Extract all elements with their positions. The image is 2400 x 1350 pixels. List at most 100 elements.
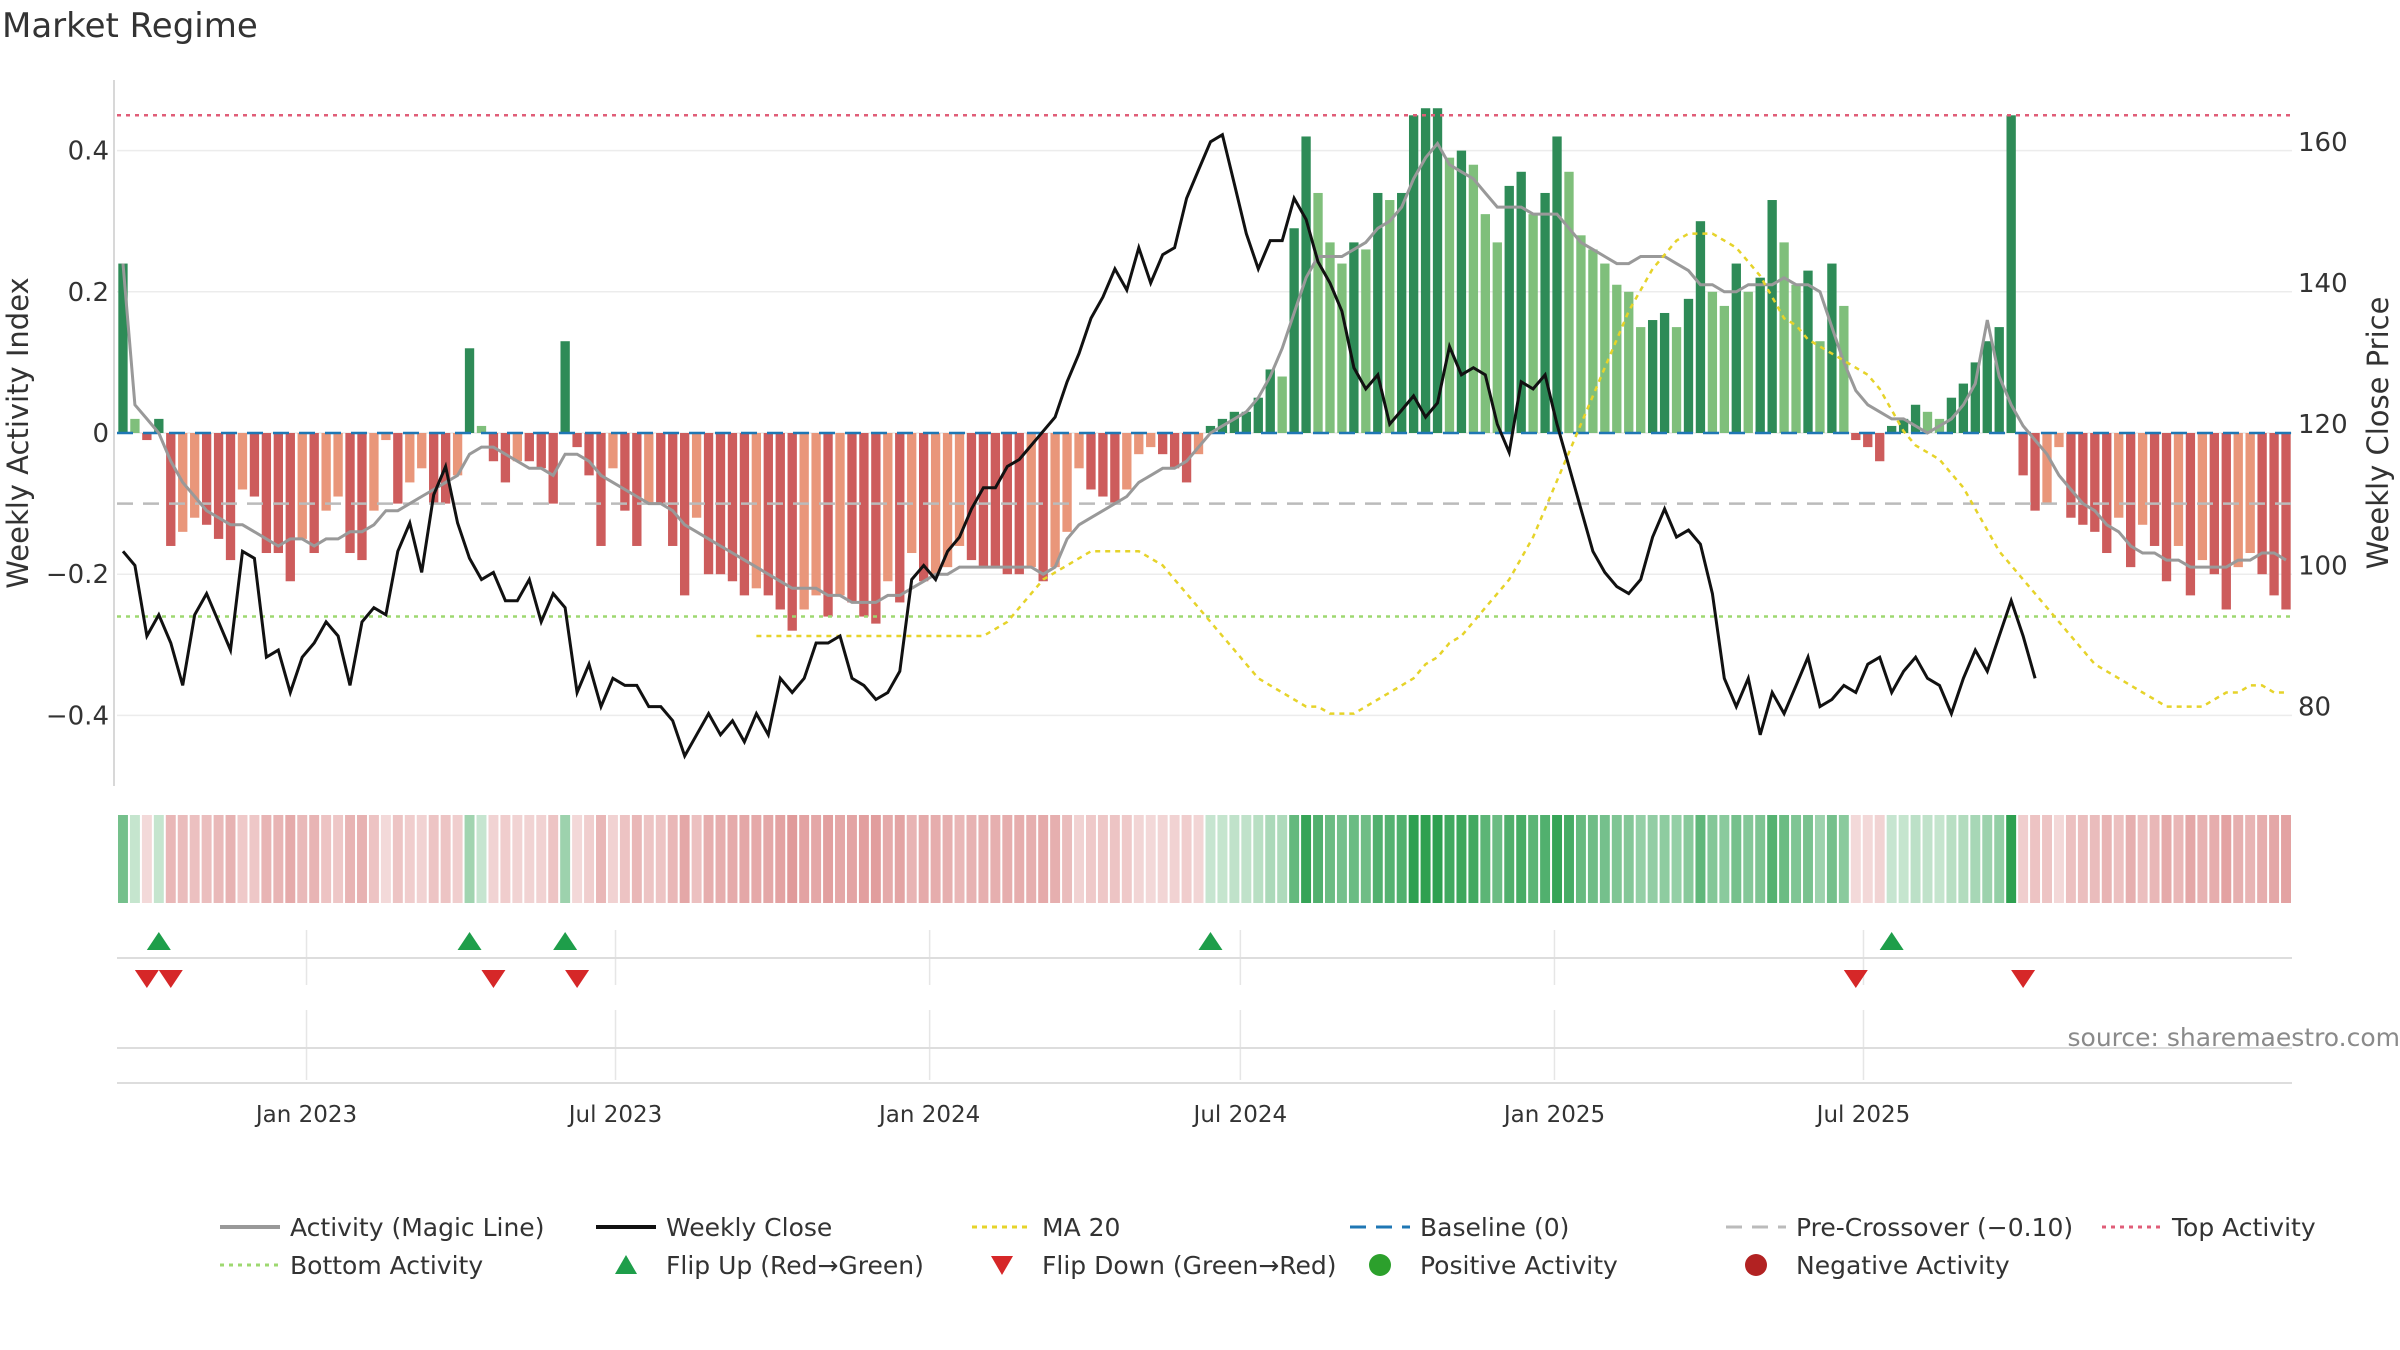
activity-bar (1791, 284, 1801, 433)
activity-bar (1540, 192, 1550, 433)
y-tick-label: 0.2 (68, 278, 109, 308)
regime-strip-cell (1814, 815, 1825, 903)
regime-strip-cell (1109, 815, 1120, 903)
regime-strip-cell (1611, 815, 1622, 903)
legend-item-pos: Positive Activity (1348, 1250, 1618, 1280)
regime-strip-cell (1755, 815, 1766, 903)
activity-bar (1361, 249, 1371, 433)
regime-strip-cell (273, 815, 284, 903)
activity-bar (2090, 433, 2100, 532)
regime-strip-cell (1623, 815, 1634, 903)
regime-strip-cell (2137, 815, 2148, 903)
regime-strip-cell (1348, 815, 1359, 903)
activity-bar (1158, 433, 1168, 455)
regime-strip-cell (261, 815, 272, 903)
activity-bar (2137, 433, 2148, 525)
regime-strip-cell (1575, 815, 1586, 903)
activity-bar (1301, 136, 1311, 434)
activity-bar (942, 433, 953, 568)
regime-strip-cell (846, 815, 857, 903)
regime-strip-cell (1564, 815, 1574, 903)
legend-swatch-pre (1724, 1212, 1788, 1242)
activity-bar (369, 433, 379, 511)
regime-strip-cell (775, 815, 786, 903)
legend-item-magic: Activity (Magic Line) (218, 1212, 544, 1242)
activity-bar (1408, 115, 1419, 434)
activity-bar (1647, 320, 1658, 433)
regime-strip-cell (703, 815, 714, 903)
regime-strip-cell (1480, 815, 1491, 903)
regime-strip-cell (2089, 815, 2100, 903)
regime-strip-cell (2042, 815, 2052, 903)
activity-bar (1456, 150, 1467, 433)
regime-strip-cell (201, 815, 212, 903)
regime-strip-cell (1432, 815, 1443, 903)
regime-strip-cell (1552, 815, 1563, 903)
legend-label: Negative Activity (1796, 1250, 2010, 1280)
activity-bar (1970, 362, 1980, 433)
regime-strip-cell (1372, 815, 1383, 903)
flip-down-marker (481, 970, 506, 988)
activity-bar (1098, 433, 1108, 497)
y2-tick-label: 80 (2298, 693, 2331, 723)
flip-up-marker (1879, 932, 1904, 950)
regime-strip-cell (2030, 815, 2041, 903)
regime-strip-cell (1097, 815, 1108, 903)
activity-bar (1839, 305, 1849, 433)
regime-strip-cell (536, 815, 547, 903)
regime-strip-cell (1241, 815, 1252, 903)
legend-swatch-up (594, 1250, 658, 1280)
regime-strip-cell (643, 815, 654, 903)
activity-bar (1074, 433, 1084, 469)
regime-strip-cell (1121, 815, 1132, 903)
legend-label: Bottom Activity (290, 1250, 484, 1280)
regime-strip-cell (560, 815, 571, 903)
activity-bar (1038, 433, 1048, 582)
activity-bar (166, 433, 176, 546)
activity-bar (2126, 433, 2136, 568)
activity-bar (524, 433, 534, 462)
activity-bar (1313, 192, 1323, 433)
regime-strip-cell (392, 815, 403, 903)
activity-bar (237, 433, 248, 490)
regime-strip-cell (237, 815, 248, 903)
activity-bar (1767, 200, 1777, 433)
regime-strip-cell (1719, 815, 1730, 903)
regime-strip-cell (1085, 815, 1096, 903)
flip-up-marker (1198, 932, 1223, 950)
regime-strip-cell (2245, 815, 2256, 903)
regime-strip-cell (990, 815, 1001, 903)
activity-bar (500, 433, 511, 483)
activity-bar (1886, 425, 1897, 433)
source-credit: source: sharemaestro.com (2067, 1023, 2400, 1052)
activity-bar (2066, 433, 2076, 518)
regime-strip-cell (763, 815, 774, 903)
regime-strip-cell (882, 815, 893, 903)
regime-strip-cell (404, 815, 415, 903)
activity-bar (2233, 433, 2243, 568)
regime-strip-cell (1444, 815, 1455, 903)
legend-label: Positive Activity (1420, 1250, 1618, 1280)
regime-strip-cell (1946, 815, 1957, 903)
regime-strip-cell (823, 815, 834, 903)
regime-strip-cell (464, 815, 475, 903)
regime-strip-cell (500, 815, 511, 903)
regime-strip-cell (1062, 815, 1073, 903)
activity-bar (273, 433, 283, 554)
flip-down-marker (1843, 970, 1868, 988)
regime-strip-cell (321, 815, 332, 903)
legend-swatch-top (2100, 1212, 2164, 1242)
activity-bar (2185, 433, 2196, 596)
regime-strip-cell (2018, 815, 2029, 903)
regime-strip-cell (954, 815, 965, 903)
activity-bar (1803, 270, 1813, 433)
regime-strip-cell (452, 815, 463, 903)
activity-bar (1636, 327, 1646, 433)
regime-strip-cell (1313, 815, 1324, 903)
regime-strip-cell (1994, 815, 2005, 903)
regime-strip-cell (715, 815, 726, 903)
activity-bar (1241, 411, 1251, 433)
activity-bar (1193, 433, 1204, 455)
regime-strip-cell (1336, 815, 1347, 903)
activity-bar (261, 433, 272, 554)
